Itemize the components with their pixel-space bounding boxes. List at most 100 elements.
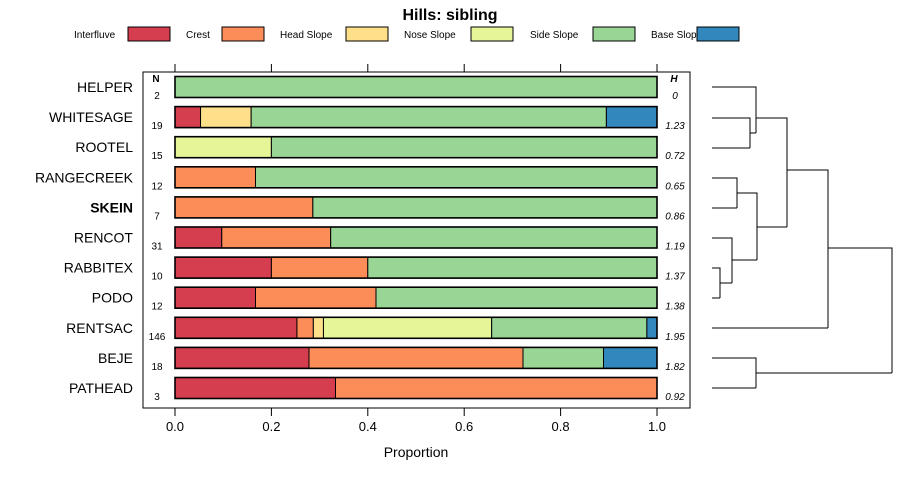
- category-label: ROOTEL: [75, 139, 133, 155]
- h-value: 1.19: [665, 242, 685, 253]
- bar-segment-crest: [221, 226, 332, 249]
- bar-segment-side-slope: [491, 316, 648, 339]
- dendrogram-link: [712, 117, 751, 148]
- bar-outline: [174, 135, 658, 159]
- x-tick-label: 0.0: [166, 419, 184, 434]
- dendrogram-link: [737, 192, 758, 260]
- category-labels: HELPER WHITESAGE ROOTEL RANGECREEK SKEIN RENC…: [35, 79, 134, 396]
- h-column-header: H: [670, 74, 678, 85]
- bar-segment-nose-slope: [322, 316, 493, 339]
- bar-segment-side-slope: [330, 226, 658, 249]
- category-label: RENCOT: [74, 230, 134, 246]
- bar-segment-crest: [296, 316, 314, 339]
- category-label: RANGECREEK: [35, 169, 134, 185]
- n-value: 2: [154, 91, 160, 102]
- h-value: 1.38: [665, 302, 685, 313]
- category-label: HELPER: [77, 79, 133, 95]
- bar-outline: [174, 376, 658, 400]
- dendrogram-link: [712, 237, 733, 283]
- bar-outline: [174, 226, 658, 249]
- legend-label-base-slope: Base Slope: [651, 30, 703, 41]
- x-tick-label: 0.8: [552, 419, 570, 434]
- bar-outline: [174, 105, 658, 129]
- h-value: 0.65: [665, 181, 685, 192]
- x-tick-label: 1.0: [648, 419, 666, 434]
- n-value: 19: [151, 121, 163, 132]
- bar-outline: [174, 286, 658, 310]
- dendrogram-link: [712, 267, 721, 298]
- bar-outline: [174, 75, 658, 99]
- bar-segment-crest: [174, 196, 314, 219]
- n-labels: 2 19 15 12 7 31 10 12 146 18 3: [149, 91, 166, 403]
- h-value: 1.95: [665, 332, 685, 343]
- bar-segment-interfluve: [174, 346, 310, 369]
- category-label: BEJE: [98, 350, 133, 366]
- legend-swatch-base-slope: [696, 26, 740, 42]
- category-label: RENTSAC: [66, 320, 133, 336]
- bar-segment-interfluve: [174, 316, 298, 339]
- legend-label-interfluve: Interfluve: [74, 30, 116, 41]
- bar-segment-base-slope: [605, 106, 658, 129]
- legend-label-side-slope: Side Slope: [530, 30, 579, 41]
- legend-label-nose-slope: Nose Slope: [404, 30, 456, 41]
- bars: [174, 75, 658, 400]
- dendrogram-link: [756, 117, 788, 227]
- bar-segment-head-slope: [200, 106, 252, 129]
- category-label: RABBITEX: [64, 260, 134, 276]
- dendrogram-link: [712, 177, 738, 208]
- legend-swatch-side-slope: [592, 26, 636, 42]
- bar-segment-side-slope: [367, 256, 658, 279]
- bar-segment-side-slope: [174, 76, 658, 98]
- bar-segment-head-slope: [312, 316, 324, 339]
- bar-outline: [174, 256, 658, 279]
- bar-segment-side-slope: [522, 346, 604, 369]
- n-value: 18: [151, 362, 163, 373]
- legend-swatch-head-slope: [345, 26, 389, 42]
- category-label: PODO: [92, 290, 133, 306]
- h-value: 1.82: [665, 362, 685, 373]
- n-value: 3: [154, 392, 160, 403]
- dendrogram-link: [828, 247, 893, 373]
- dendrogram-link: [787, 169, 829, 328]
- category-label: WHITESAGE: [49, 109, 133, 125]
- bar-segment-interfluve: [174, 377, 337, 399]
- bar-segment-side-slope: [270, 136, 658, 159]
- legend-label-crest: Crest: [186, 30, 210, 41]
- h-value: 1.23: [665, 121, 685, 132]
- legend: Interfluve Crest Head Slope Nose Slope Side …: [74, 26, 740, 42]
- chart-title: Hills: sibling: [402, 7, 497, 24]
- category-label: PATHEAD: [69, 380, 133, 396]
- dendrogram: [712, 86, 893, 389]
- dendrogram-link: [712, 357, 757, 388]
- bar-segment-interfluve: [174, 256, 272, 279]
- legend-swatch-nose-slope: [470, 26, 514, 42]
- bar-outline: [174, 196, 658, 219]
- bar-segment-nose-slope: [174, 136, 272, 159]
- bar-segment-base-slope: [646, 316, 658, 339]
- n-value: 12: [151, 302, 163, 313]
- bar-segment-base-slope: [602, 346, 658, 369]
- n-value: 7: [154, 211, 160, 222]
- h-value: 0.92: [665, 392, 685, 403]
- bar-segment-crest: [270, 256, 369, 279]
- x-tick-label: 0.2: [262, 419, 280, 434]
- h-value: 0: [672, 91, 678, 102]
- bar-segment-side-slope: [250, 106, 607, 129]
- dendrogram-link: [712, 86, 757, 118]
- n-value: 31: [151, 242, 163, 253]
- legend-swatch-interfluve: [127, 26, 171, 42]
- bar-segment-interfluve: [174, 226, 223, 249]
- n-value: 12: [151, 181, 163, 192]
- bar-segment-crest: [335, 377, 658, 399]
- bar-segment-crest: [174, 166, 256, 189]
- h-value: 1.37: [665, 272, 685, 283]
- x-tick-label: 0.6: [455, 419, 473, 434]
- bar-outline: [174, 166, 658, 189]
- h-value: 0.72: [665, 151, 685, 162]
- bar-segment-interfluve: [174, 106, 202, 129]
- bar-segment-side-slope: [312, 196, 658, 219]
- category-label: SKEIN: [90, 199, 133, 215]
- bar-segment-crest: [254, 286, 377, 309]
- h-labels: 0 1.23 0.72 0.65 0.86 1.19 1.37 1.38 1.95 1.82 0.9…: [665, 91, 685, 403]
- bar-segment-crest: [308, 346, 524, 369]
